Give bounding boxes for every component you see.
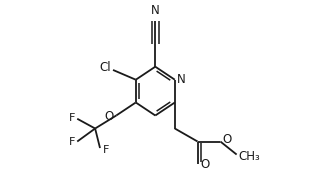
Text: F: F bbox=[69, 137, 76, 147]
Text: O: O bbox=[105, 110, 114, 123]
Text: F: F bbox=[102, 145, 109, 155]
Text: F: F bbox=[69, 113, 76, 123]
Text: N: N bbox=[151, 4, 160, 17]
Text: O: O bbox=[223, 133, 232, 146]
Text: O: O bbox=[201, 158, 210, 171]
Text: CH₃: CH₃ bbox=[238, 150, 260, 163]
Text: N: N bbox=[177, 73, 186, 86]
Text: Cl: Cl bbox=[99, 61, 110, 74]
